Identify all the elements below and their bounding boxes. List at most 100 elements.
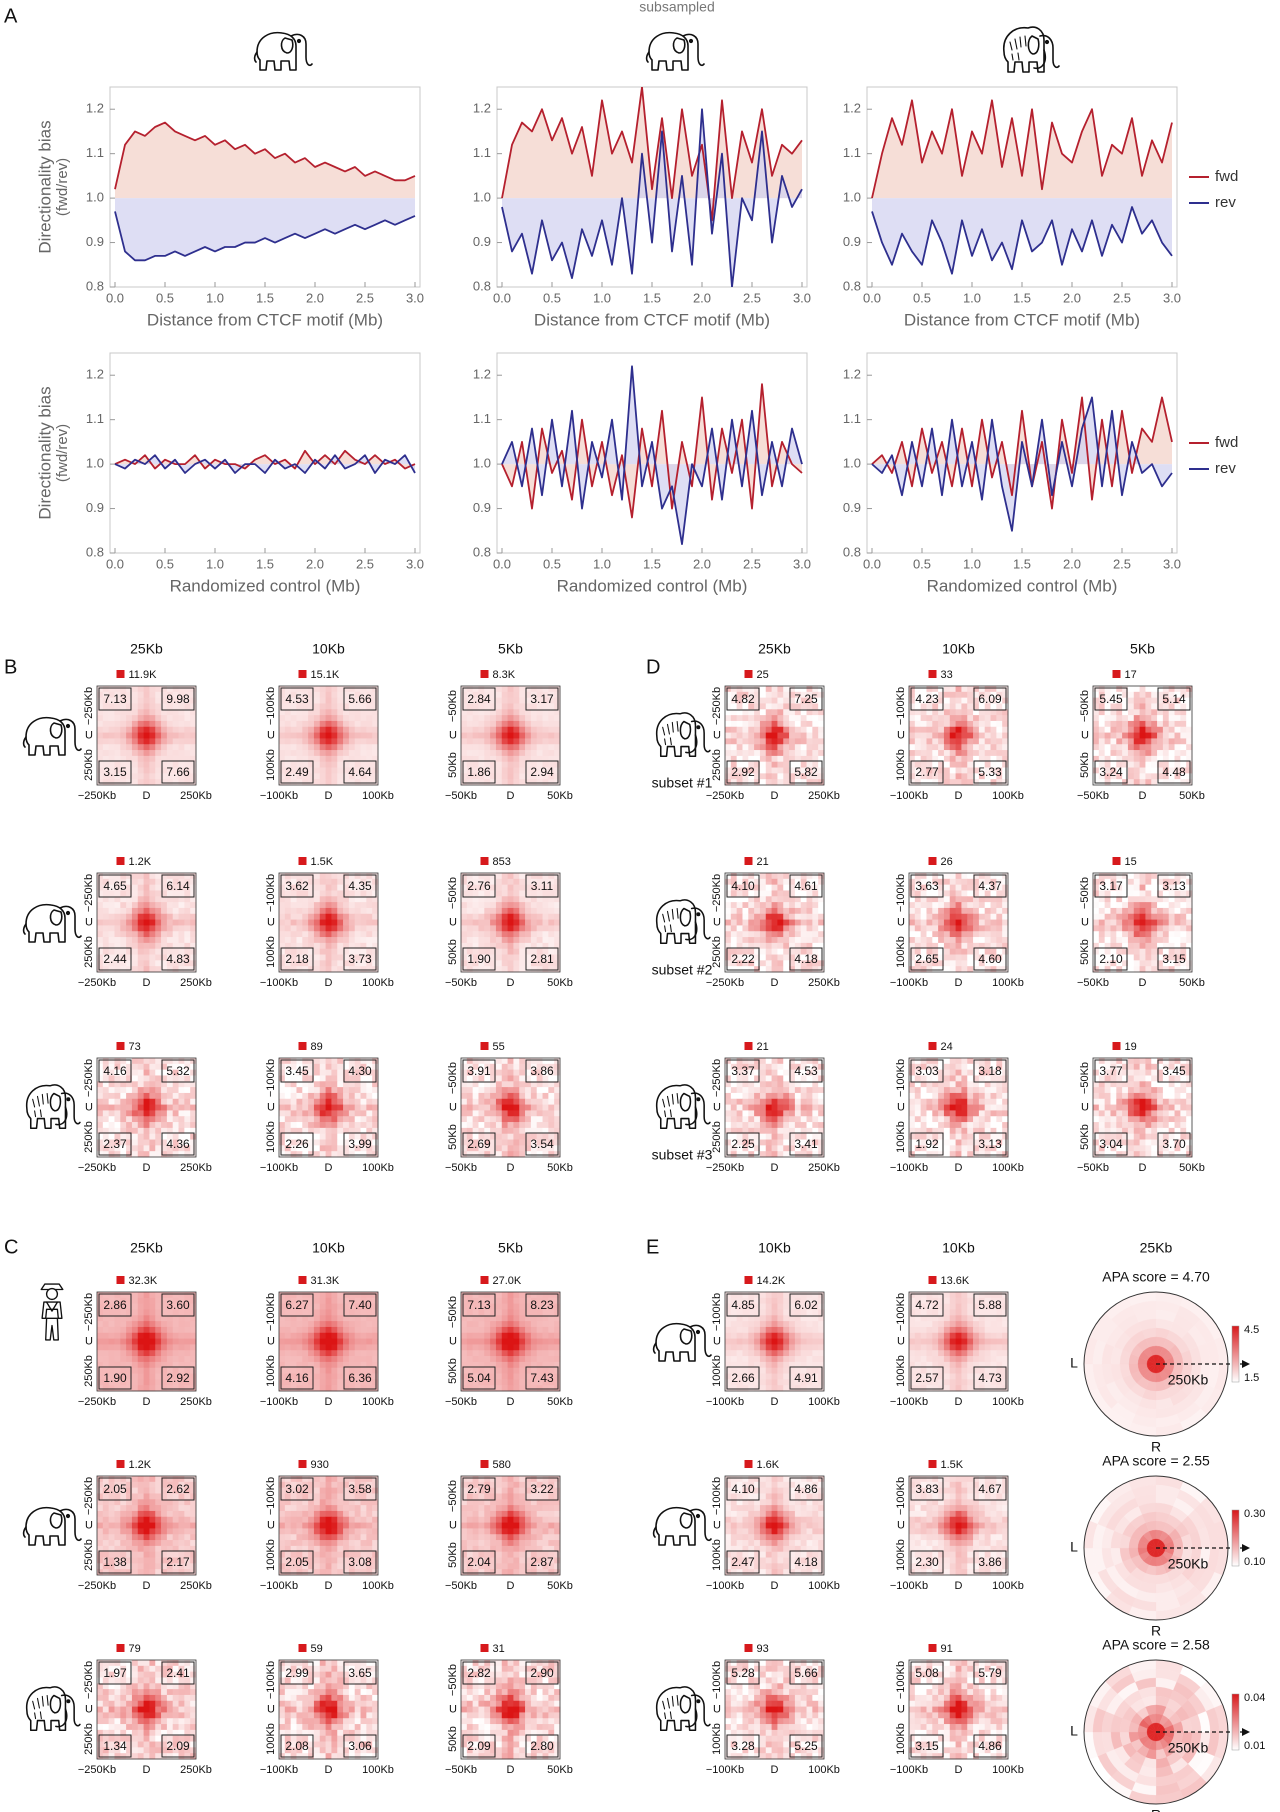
heatmap-cell (478, 1058, 485, 1065)
heatmap-cell (372, 902, 379, 909)
heatmap-cell (137, 1510, 144, 1518)
heatmap-cell (372, 720, 379, 728)
heatmap-cell (290, 1569, 297, 1576)
heatmap-cell (513, 890, 520, 897)
heatmap-cell (507, 1551, 514, 1558)
heatmap-cell (548, 720, 555, 728)
heatmap-cell (97, 1116, 104, 1123)
heatmap-cell (166, 1551, 174, 1558)
heatmap-cell (155, 1700, 162, 1707)
heatmap-cell (325, 1516, 332, 1523)
heatmap-cell (308, 1338, 315, 1345)
heatmap-cell (120, 925, 127, 932)
heatmap-cell (495, 1145, 503, 1152)
heatmap-cell (366, 1104, 373, 1111)
heatmap-cell (466, 755, 474, 763)
heatmap-cell (190, 919, 197, 926)
heatmap-cell (490, 744, 497, 751)
heatmap-cell (472, 1116, 479, 1123)
heatmap-cell (313, 948, 321, 955)
heatmap-cell (331, 715, 338, 722)
heatmap-cell (296, 1510, 303, 1518)
heatmap-cell (108, 1361, 115, 1369)
heatmap-cell (542, 750, 549, 757)
heatmap-cell (530, 691, 538, 699)
heatmap-cell (97, 686, 104, 693)
heatmap-cell (513, 738, 520, 745)
heatmap-cell (143, 1493, 150, 1500)
heatmap-cell (114, 931, 121, 938)
heatmap-cell (137, 1058, 144, 1065)
heatmap-cell (102, 779, 110, 786)
heatmap-cell (302, 954, 309, 961)
heatmap-cell (143, 1297, 150, 1305)
heatmap-cell (184, 1292, 191, 1299)
heatmap (279, 873, 379, 973)
heatmap-cell (308, 1098, 315, 1105)
heatmap-cell (172, 1321, 179, 1328)
heatmap-cell (360, 726, 367, 733)
heatmap-cell (478, 726, 485, 733)
x-tick-label: 250Kb (180, 790, 212, 802)
heatmap-cell (343, 1069, 350, 1076)
heatmap-cell (126, 919, 133, 926)
heatmap-cell (366, 1557, 373, 1564)
heatmap-cell (190, 1493, 197, 1500)
heatmap-cell (554, 907, 561, 915)
heatmap-cell (296, 931, 303, 938)
heatmap-cell (366, 1139, 373, 1146)
heatmap-cell (102, 1309, 110, 1316)
heatmap-cell (126, 1344, 133, 1351)
heatmap-cell (366, 902, 373, 909)
heatmap-cell (472, 738, 479, 745)
heatmap-cell (302, 1569, 309, 1576)
heatmap-cell (190, 1069, 197, 1076)
heatmap-cell (108, 948, 115, 955)
heatmap-cell (525, 966, 532, 973)
heatmap-cell (461, 1133, 468, 1140)
heatmap-cell (348, 1540, 356, 1547)
heatmap-cell (155, 1116, 162, 1123)
heatmap-cell (319, 1361, 326, 1369)
heatmap-cell (548, 1367, 555, 1374)
heatmap-cell (542, 1151, 549, 1158)
heatmap-cell (131, 913, 139, 920)
heatmap-cell (279, 1303, 286, 1310)
heatmap-cell (343, 1385, 350, 1392)
heatmap-cell (495, 1098, 503, 1105)
heatmap-cell (530, 1510, 538, 1518)
heatmap-cell (337, 1385, 344, 1392)
heatmap-cell (548, 767, 555, 774)
heatmap-cell (372, 1087, 379, 1094)
heatmap-cell (302, 726, 309, 733)
heatmap-cell (284, 1087, 292, 1094)
heatmap-cell (348, 1385, 356, 1392)
count-swatch (298, 1276, 307, 1284)
heatmap-cell (536, 1563, 543, 1570)
heatmap-cell (490, 1505, 497, 1512)
heatmap-cell (290, 966, 297, 973)
heatmap-cell (296, 1321, 303, 1328)
heatmap-cell (190, 1058, 197, 1065)
heatmap-cell (348, 1092, 356, 1100)
heatmap-cell (114, 1315, 121, 1322)
heatmap-cell (343, 1321, 350, 1328)
heatmap-cell (548, 948, 555, 955)
heatmap-cell (495, 1075, 503, 1082)
x-tick-label: D (143, 977, 151, 989)
heatmap-cell (495, 732, 503, 739)
heatmap-cell (161, 1338, 168, 1345)
heatmap-cell (279, 1350, 286, 1357)
heatmap-cell (354, 1104, 361, 1111)
heatmap-cell (501, 966, 508, 973)
heatmap-cell (519, 966, 526, 973)
heatmap-cell (319, 1356, 326, 1363)
heatmap-cell (354, 1087, 361, 1094)
heatmap-cell (126, 1569, 133, 1576)
heatmap-cell (337, 1516, 344, 1523)
heatmap-cell (166, 919, 174, 926)
heatmap-cell (366, 1326, 373, 1334)
heatmap-cell (536, 1545, 543, 1553)
heatmap-cell (190, 1063, 197, 1071)
heatmap-cell (155, 1075, 162, 1082)
